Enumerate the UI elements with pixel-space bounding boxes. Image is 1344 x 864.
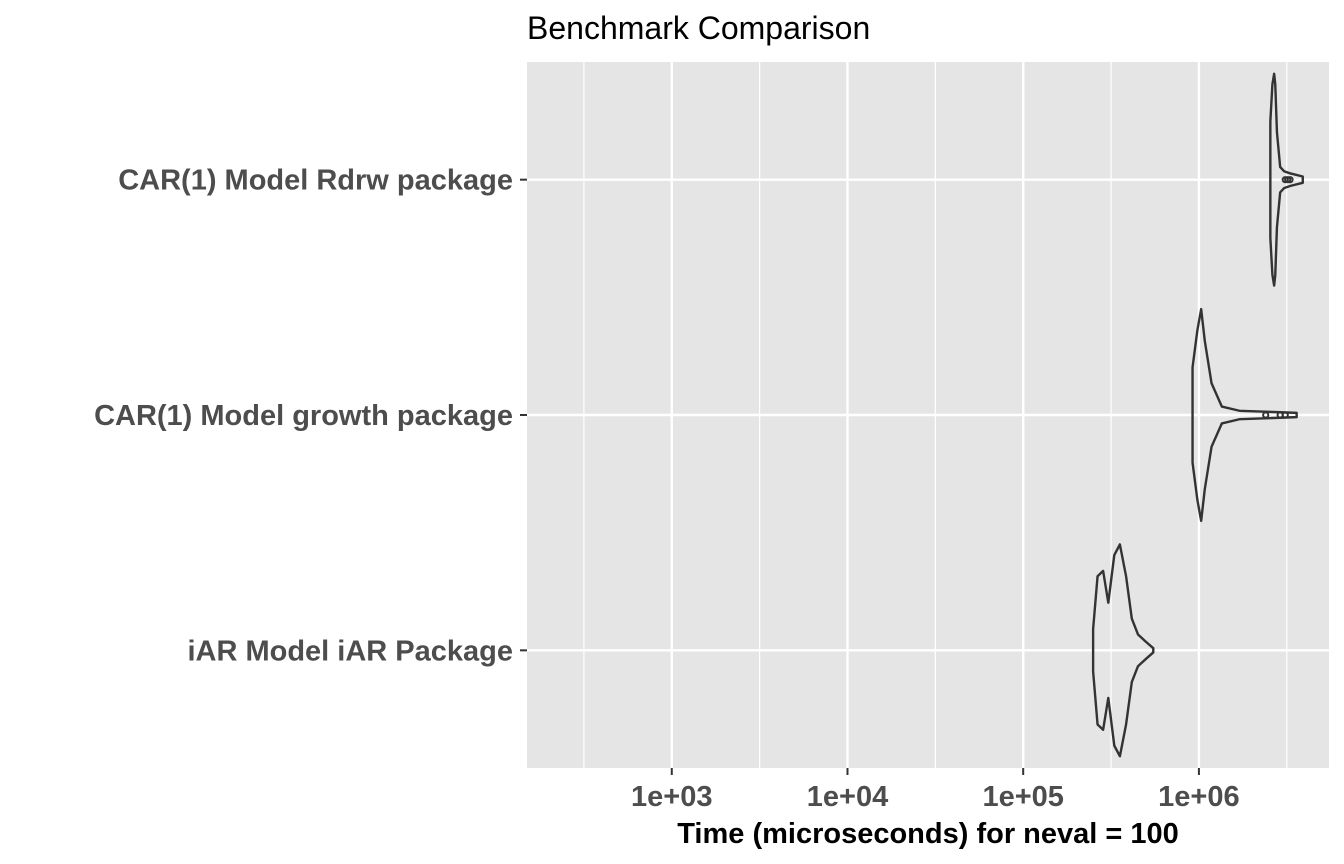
violins <box>1091 72 1304 758</box>
y-axis: CAR(1) Model Rdrw package CAR(1) Model gr… <box>94 165 527 667</box>
x-axis-label: Time (microseconds) for neval = 100 <box>677 818 1179 850</box>
x-tick-label-3: 1e+06 <box>1158 781 1239 813</box>
violin-1-point-2 <box>1281 411 1289 419</box>
chart-title: Benchmark Comparison <box>527 10 870 46</box>
y-tick-label-2: iAR Model iAR Package <box>187 635 513 667</box>
x-axis: 1e+03 1e+04 1e+05 1e+06 <box>631 768 1240 813</box>
y-tick-label-1: CAR(1) Model growth package <box>94 400 513 432</box>
x-tick-label-1: 1e+04 <box>807 781 888 813</box>
x-tick-label-2: 1e+05 <box>982 781 1063 813</box>
violin-0-point-2 <box>1286 176 1294 184</box>
major-gridlines <box>527 62 1329 768</box>
violin-2 <box>1091 543 1155 758</box>
violin-0 <box>1269 72 1304 287</box>
y-tick-label-0: CAR(1) Model Rdrw package <box>118 165 513 197</box>
violin-1 <box>1191 307 1298 523</box>
violin-1-point-0 <box>1262 411 1270 419</box>
x-tick-label-0: 1e+03 <box>631 781 712 813</box>
